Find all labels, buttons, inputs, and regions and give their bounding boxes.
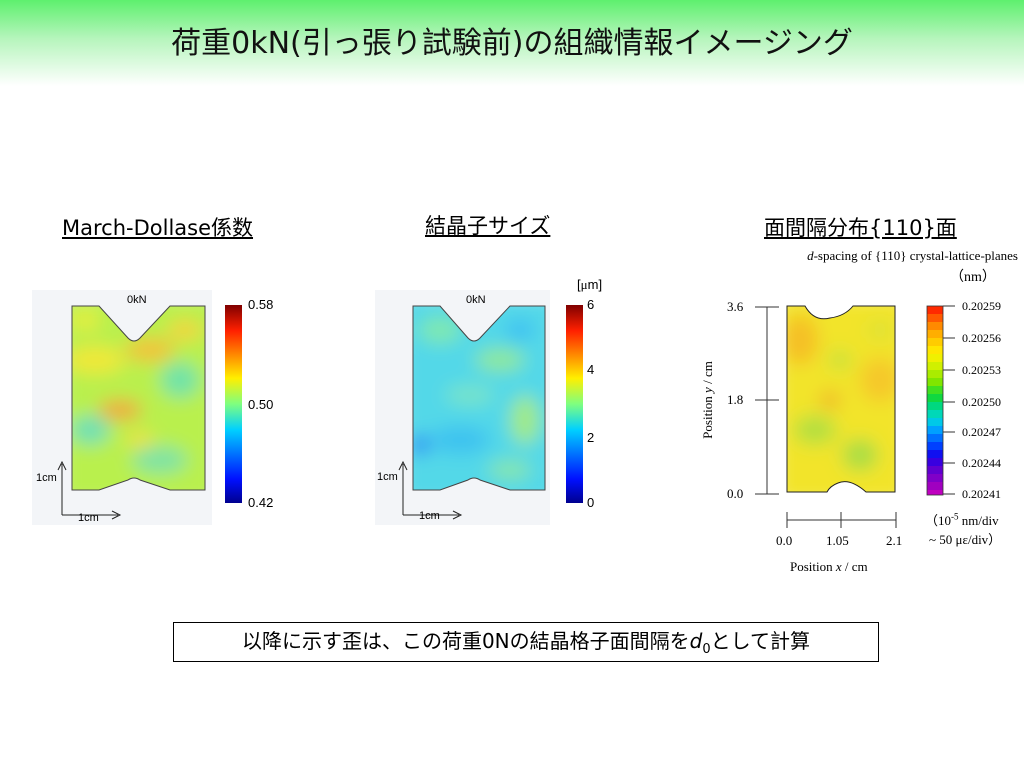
d-spacing-subtitle: d-spacing of {110} crystal-lattice-plane… bbox=[807, 248, 1018, 263]
scale-y-label: 1cm bbox=[36, 472, 57, 484]
crystallite-size-heading: 結晶子サイズ bbox=[425, 214, 551, 238]
note-d-symbol: d bbox=[689, 629, 703, 653]
colorbar-tick-label: 0.50 bbox=[248, 397, 274, 412]
page-title: 荷重0kN(引っ張り試験前)の組織情報イメージング bbox=[171, 26, 853, 61]
map-label: 0kN bbox=[466, 294, 486, 306]
map-label: 0kN bbox=[127, 294, 147, 306]
title-band bbox=[0, 0, 1024, 86]
specimen-outline bbox=[412, 305, 546, 491]
x-axis-label: Position x / cm bbox=[790, 559, 868, 574]
colorbar-tick-label: 0.20244 bbox=[962, 456, 1001, 470]
x-tick-label: 1.05 bbox=[826, 533, 849, 548]
colorbar-tick-label: 0.58 bbox=[248, 297, 274, 312]
colorbar bbox=[566, 305, 583, 503]
note-text-after: として計算 bbox=[710, 629, 811, 653]
y-tick-label: 3.6 bbox=[727, 299, 744, 314]
x-tick-label: 2.1 bbox=[886, 533, 903, 548]
x-tick-label: 0.0 bbox=[776, 533, 793, 548]
d-spacing-heading: 面間隔分布{110}面 bbox=[764, 216, 957, 240]
specimen-outline bbox=[786, 305, 896, 493]
y-axis-label: Position y / cm bbox=[700, 361, 715, 439]
colorbar-unit-note-line2: ~ 50 με/div） bbox=[929, 532, 1002, 547]
colorbar bbox=[225, 305, 242, 503]
y-tick-label: 0.0 bbox=[727, 486, 744, 501]
colorbar-unit-note-line1: （10-5 nm/div bbox=[925, 511, 999, 528]
note-text-before: 以降に示す歪は、この荷重0Nの結晶格子面間隔を bbox=[241, 629, 690, 653]
march-dollase-heading: March-Dollase係数 bbox=[62, 216, 254, 240]
specimen-outline bbox=[71, 305, 206, 491]
note-box: 以降に示す歪は、この荷重0Nの結晶格子面間隔をd0として計算 bbox=[173, 622, 879, 662]
colorbar-tick-label: 0 bbox=[587, 495, 595, 510]
colorbar bbox=[926, 305, 955, 496]
colorbar-tick-label: 0.20247 bbox=[962, 425, 1001, 439]
scale-x-label: 1cm bbox=[419, 510, 440, 522]
colorbar-tick-label: 0.20256 bbox=[962, 331, 1001, 345]
colorbar-unit: [μm] bbox=[577, 277, 603, 292]
colorbar-tick-label: 6 bbox=[587, 297, 595, 312]
y-tick-label: 1.8 bbox=[727, 392, 744, 407]
scale-y-label: 1cm bbox=[377, 471, 398, 483]
scale-x-label: 1cm bbox=[78, 512, 99, 524]
colorbar-tick-label: 0.42 bbox=[248, 495, 274, 510]
colorbar-tick-label: 4 bbox=[587, 362, 595, 377]
colorbar-tick-label: 0.20250 bbox=[962, 395, 1001, 409]
colorbar-tick-label: 0.20253 bbox=[962, 363, 1001, 377]
colorbar-tick-label: 0.20241 bbox=[962, 487, 1001, 501]
d-spacing-unit: （nm） bbox=[950, 270, 996, 285]
note-d-subscript: 0 bbox=[702, 642, 711, 657]
colorbar-tick-label: 0.20259 bbox=[962, 299, 1001, 313]
colorbar-tick-label: 2 bbox=[587, 430, 595, 445]
